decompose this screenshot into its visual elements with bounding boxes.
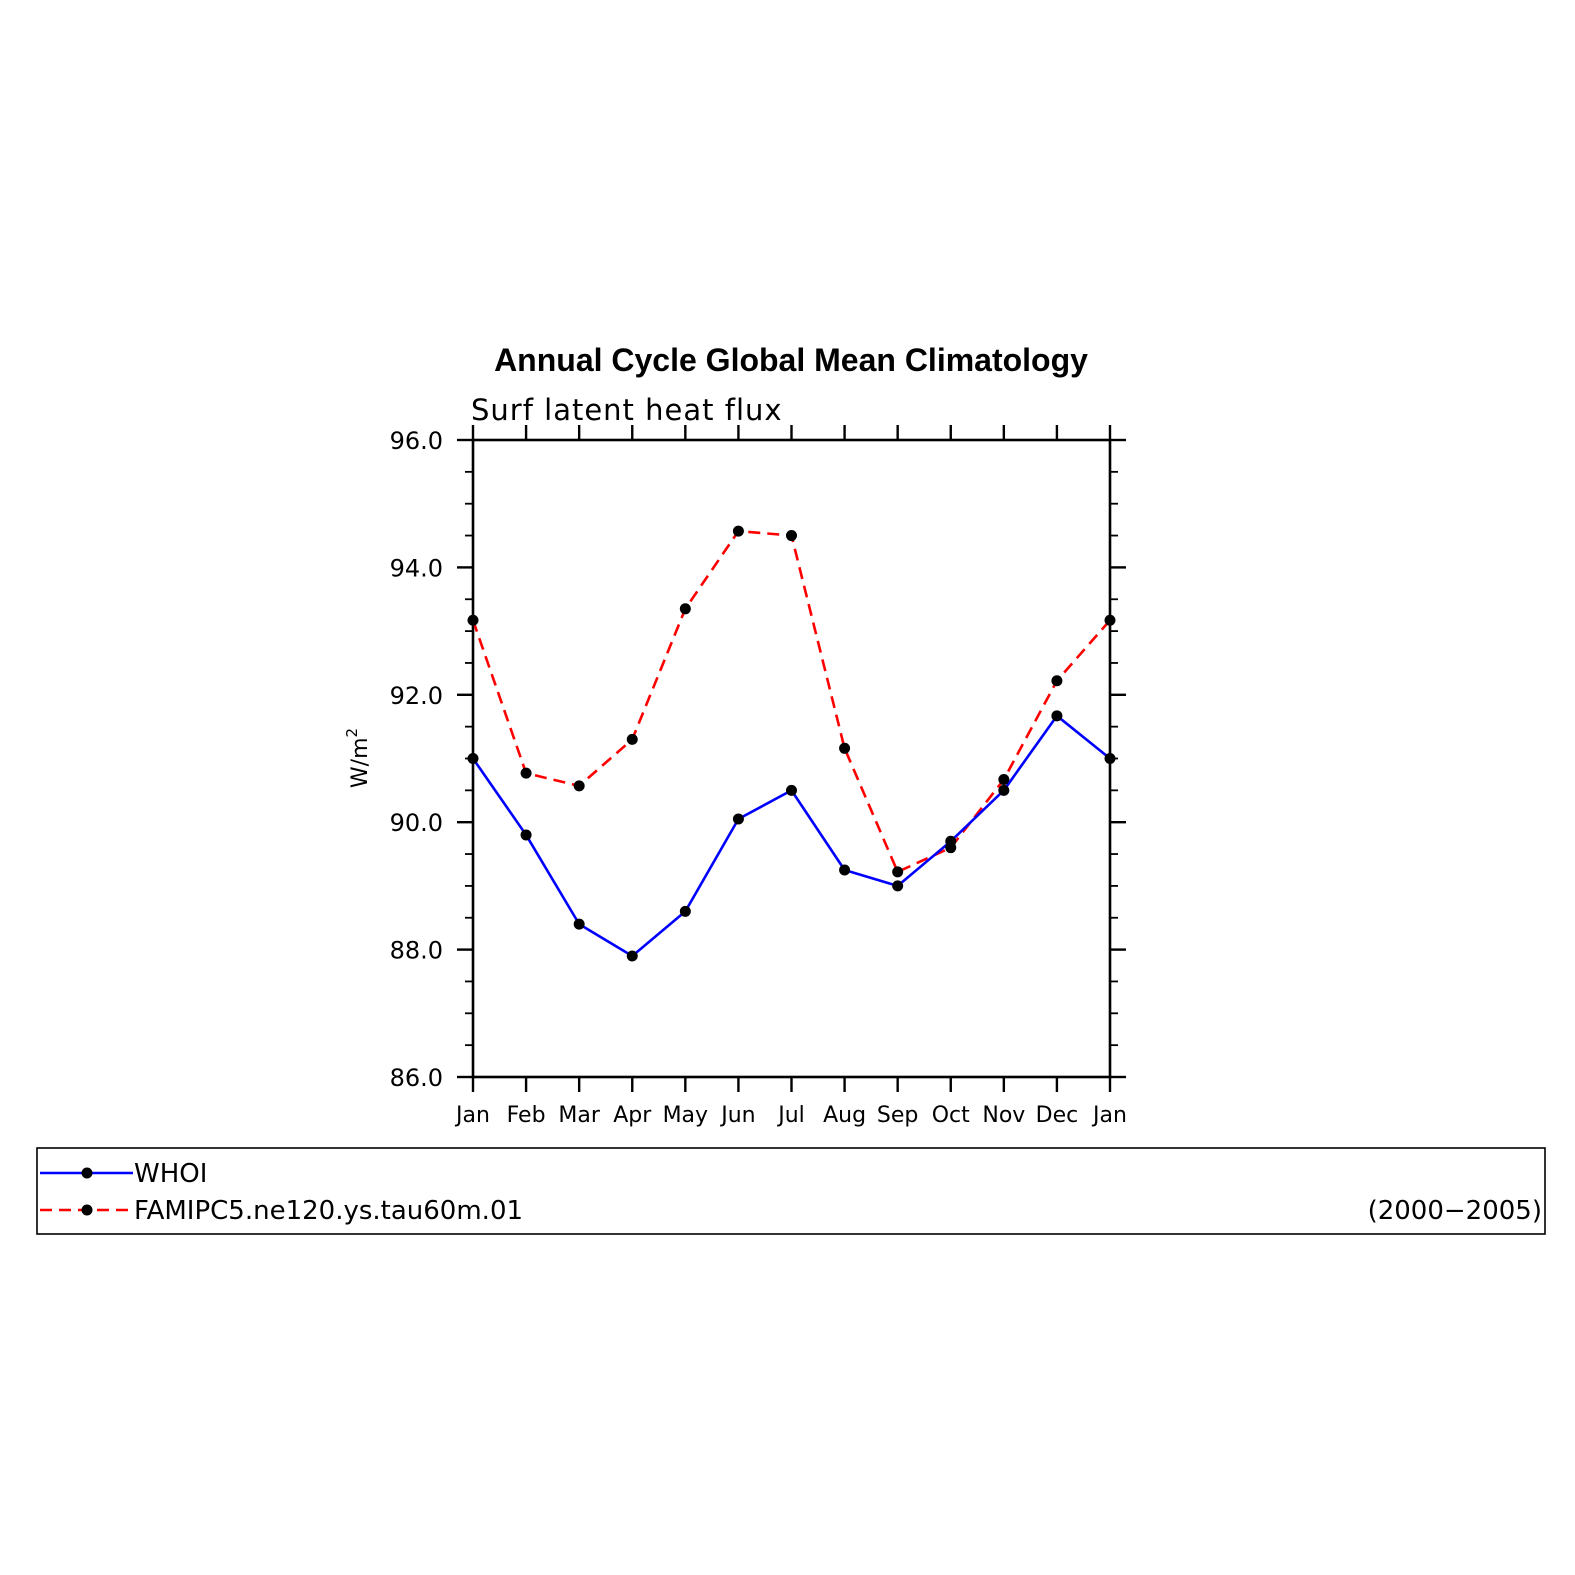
y-axis-label: W/m2 (343, 728, 373, 788)
x-tick-label: Apr (613, 1103, 652, 1128)
y-tick-label: 92.0 (390, 682, 443, 710)
series-0-point (892, 880, 904, 892)
series-1-point (1104, 614, 1116, 626)
legend-frame (36, 1147, 1546, 1235)
series-line-1 (471, 529, 1111, 874)
series-1-point (520, 767, 532, 779)
legend-label-1: FAMIPC5.ne120.ys.tau60m.01 (134, 1196, 523, 1226)
y-axis-label-sup: 2 (343, 728, 361, 738)
legend: (2000−2005) WHOI FAMIPC5.ne120.ys.tau60m.… (36, 1147, 1546, 1235)
y-axis-label-base: W/m (348, 737, 373, 788)
x-tick-label: Jul (776, 1103, 805, 1128)
series-0-point (1051, 710, 1063, 722)
x-tick-label: Sep (877, 1103, 918, 1128)
y-tick-label: 96.0 (390, 427, 443, 455)
legend-marker-0 (81, 1167, 93, 1179)
y-tick-label: 94.0 (390, 554, 443, 582)
x-tick-label: Feb (507, 1103, 546, 1128)
legend-label-0: WHOI (134, 1159, 207, 1189)
series-1-point (679, 603, 691, 615)
series-0-point (626, 950, 638, 962)
series-1-point (786, 530, 797, 542)
legend-marker-1 (81, 1204, 93, 1216)
series-1-point (945, 842, 957, 854)
x-tick-label: May (663, 1103, 708, 1128)
x-tick-label: Nov (982, 1103, 1025, 1128)
series-1-point (839, 742, 851, 754)
series-1-point (573, 780, 585, 792)
x-tick-label: Jun (719, 1103, 755, 1128)
y-tick-label: 90.0 (390, 809, 443, 837)
legend-period: (2000−2005) (1368, 1196, 1542, 1226)
series-0-point (1104, 753, 1116, 764)
series-1-point (892, 866, 904, 878)
x-tick-label: Aug (823, 1103, 866, 1128)
series-0-point (839, 864, 851, 876)
series-1-point (732, 525, 744, 537)
chart-title: Annual Cycle Global Mean Climatology (494, 342, 1088, 378)
series-0-point (467, 753, 479, 764)
series-0-point (679, 905, 691, 917)
svg-text:W/m2: W/m2 (343, 728, 373, 788)
series-0-point (520, 829, 532, 841)
series-line-0 (471, 714, 1111, 958)
series-0-point (998, 784, 1010, 796)
x-tick-label: Dec (1036, 1103, 1079, 1128)
plot-area: Jan Feb Mar Apr May Jun Jul Aug Sep Oct Nov Dec Jan 8… (390, 425, 1127, 1128)
series-1-point (1051, 675, 1063, 687)
x-tick-label: Jan (1091, 1103, 1127, 1128)
y-tick-label: 86.0 (390, 1064, 443, 1092)
x-tick-label: Mar (558, 1103, 600, 1128)
chart-subtitle: Surf latent heat flux (471, 393, 783, 427)
series-1-point (626, 733, 638, 745)
series-0-point (786, 784, 797, 796)
y-tick-label: 88.0 (390, 937, 443, 965)
series-0-point (732, 813, 744, 825)
x-tick-label: Jan (454, 1103, 490, 1128)
series-1-point (998, 774, 1010, 786)
x-tick-label: Oct (932, 1103, 970, 1128)
series-1-point (467, 614, 479, 626)
series-0-point (573, 918, 585, 930)
